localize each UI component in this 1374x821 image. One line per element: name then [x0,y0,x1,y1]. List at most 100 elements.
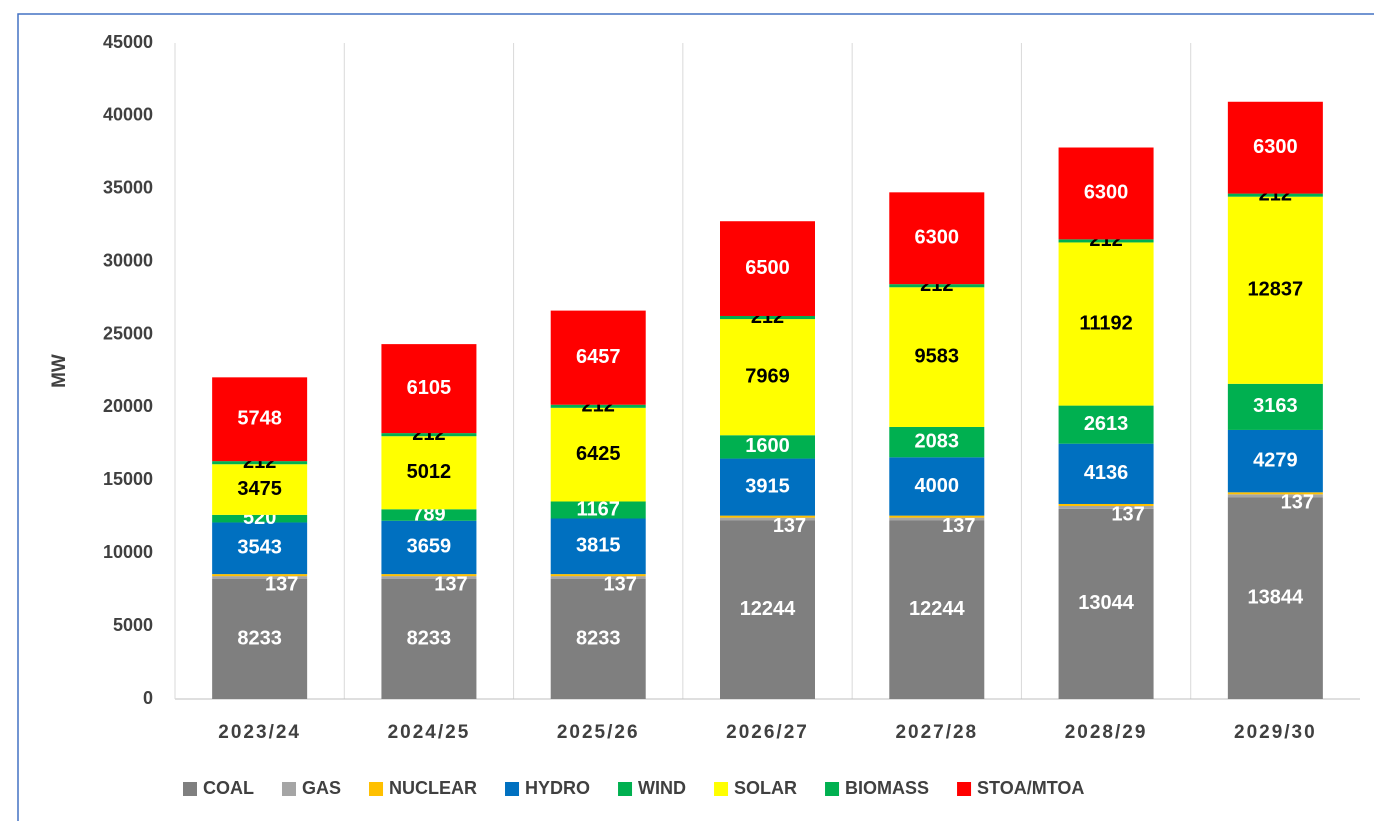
bar-segment [1227,383,1323,430]
legend-swatch [618,782,633,796]
bar-segment [381,574,477,577]
y-tick-label: 5000 [113,615,153,635]
bar-segment [212,461,308,465]
data-label: 4000 [915,475,960,497]
data-label: 2613 [1084,413,1129,435]
data-label: 1167 [577,498,620,520]
bar-segment [550,578,646,699]
bar-segment [381,520,477,575]
bar-segment [212,578,308,699]
bar-segment [1227,193,1323,197]
data-label: 6457 [576,346,621,368]
data-label: 7969 [745,365,790,387]
bar-segment [381,578,477,699]
x-tick-label: 2029/30 [1234,722,1317,743]
x-tick-label: 2028/29 [1065,722,1148,743]
data-label: 4279 [1253,449,1298,471]
bar-segment [550,576,646,579]
bar-segment [1058,242,1154,406]
bar-segment [1227,497,1323,699]
data-label: 6425 [576,443,621,465]
bar-segment [381,436,477,510]
bar-segment [212,576,308,579]
data-label: 6500 [745,257,790,279]
bar-segment [1058,503,1154,506]
bar-segment [381,433,477,437]
legend-label: WIND [638,778,686,798]
bar-segment [889,457,985,516]
bar-segment [212,464,308,515]
bar-segment [1227,196,1323,384]
y-tick-label: 40000 [103,105,153,125]
bar-segment [720,221,815,316]
bar-segment [720,517,815,521]
bar-segment [1058,405,1154,444]
legend-swatch [183,782,197,796]
bar-segment [889,192,985,285]
bar-segment [889,284,985,288]
legend-label: BIOMASS [845,778,929,798]
data-label: 8233 [407,627,452,649]
y-tick-label: 35000 [103,178,153,198]
legend-swatch [714,782,729,796]
data-label: 13044 [1078,592,1134,614]
bar-segment [1227,494,1323,498]
bar-segment [720,458,815,516]
bar-segment [720,315,815,320]
data-label: 3543 [237,537,282,559]
x-tick-label: 2026/27 [726,722,809,743]
bar-segment [1227,429,1323,493]
bar-segment [550,574,646,577]
bar-segment [1058,443,1154,504]
data-label: 6105 [407,377,452,399]
legend-swatch [282,782,296,796]
bar-segment [550,404,646,408]
data-label: 137 [604,573,637,595]
data-label: 137 [1281,492,1314,514]
data-label: 3475 [237,478,282,500]
x-tick-label: 2023/24 [218,722,301,743]
data-label: 12837 [1248,279,1304,301]
data-label: 11192 [1079,312,1132,334]
bar-segment [889,287,985,427]
bar-segment [720,435,815,459]
y-tick-label: 10000 [103,542,153,562]
data-label: 3815 [576,535,621,557]
legend-swatch [957,782,972,796]
legend-swatch [369,782,384,796]
x-tick-label: 2027/28 [895,722,978,743]
bar-segment [550,518,646,575]
legend-label: STOA/MTOA [977,778,1084,798]
data-label: 3915 [745,475,790,497]
bar-segment [1058,508,1154,699]
bar-segment [550,310,646,405]
y-axis-label: MW [49,354,70,388]
data-label: 8233 [237,627,282,649]
data-label: 3163 [1253,395,1298,417]
y-tick-label: 30000 [103,250,153,270]
data-label: 13844 [1248,586,1304,608]
legend-label: NUCLEAR [389,778,477,798]
y-tick-label: 15000 [103,469,153,489]
bar-segment [212,514,308,523]
legend-label: HYDRO [525,778,590,798]
data-label: 12244 [909,598,965,620]
bar-segment [381,576,477,579]
data-label: 6300 [1253,136,1298,158]
data-label: 12244 [740,598,796,620]
legend-swatch [825,782,840,796]
x-tick-label: 2025/26 [557,722,640,743]
data-label: 3659 [407,536,452,558]
y-tick-label: 20000 [103,396,153,416]
data-label: 6300 [1084,182,1129,204]
bar-segment [212,522,308,575]
data-label: 1600 [745,435,790,457]
bar-segment [889,515,985,518]
bar-segment [889,520,985,699]
bar-segment [212,377,308,462]
bar-segment [381,509,477,521]
bar-segment [889,517,985,521]
bar-segment [1058,147,1154,240]
bar-segment [212,574,308,577]
